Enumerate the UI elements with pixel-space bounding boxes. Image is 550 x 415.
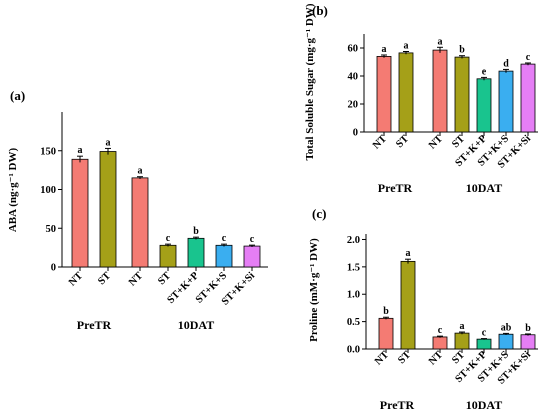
bar — [131, 177, 149, 268]
category-label: NT — [127, 270, 145, 288]
bar — [454, 56, 470, 133]
panel-label: (c) — [312, 206, 326, 221]
significance-letter: c — [526, 52, 531, 63]
bar — [398, 52, 414, 133]
category-label: ST — [450, 349, 467, 366]
y-tick-label: 60 — [348, 44, 359, 55]
significance-letter: b — [525, 323, 531, 334]
bar — [498, 70, 514, 133]
y-tick-label: 1.5 — [347, 262, 360, 273]
significance-letter: c — [482, 328, 487, 339]
panel-c: (c) Proline (mM·g⁻¹ DW) 0.0 0.5 1.0 1.5 2.0 b NT… — [308, 206, 538, 412]
category-label: ST — [450, 133, 467, 150]
group-label: 10DAT — [466, 181, 502, 195]
group-label: PreTR — [378, 181, 413, 195]
significance-letter: a — [460, 321, 465, 332]
bar — [71, 158, 89, 268]
significance-letter: b — [383, 306, 389, 317]
category-label: ST — [156, 270, 173, 287]
category-label: ST — [396, 349, 413, 366]
bar — [243, 245, 261, 268]
bar — [520, 63, 536, 133]
y-tick-label: 150 — [40, 146, 56, 157]
significance-letter: b — [193, 226, 199, 237]
panel-b: (b)Total Soluble Sugar (mg·g⁻¹ DW) 0 20 40 6… — [304, 3, 538, 195]
significance-letter: c — [222, 233, 227, 244]
category-label: NT — [427, 133, 445, 151]
bar — [159, 244, 177, 268]
bar — [432, 336, 448, 350]
significance-letter: a — [406, 248, 411, 259]
bar — [376, 56, 392, 133]
category-label: ST — [394, 133, 411, 150]
y-tick-label: 1.0 — [347, 290, 360, 301]
significance-letter: ab — [501, 322, 512, 333]
bar — [378, 317, 394, 350]
bar — [520, 334, 536, 350]
y-tick-label: 0.0 — [347, 345, 360, 356]
significance-letter: a — [404, 41, 409, 52]
y-tick-label: 0.5 — [347, 317, 360, 328]
panel-a: (a) ABA (ng·g⁻¹ DW) 0 50 100 150 a NT a ST a NT c ST b… — [7, 88, 268, 332]
significance-letter: e — [482, 66, 487, 77]
significance-letter: a — [382, 44, 387, 55]
significance-letter: a — [138, 166, 143, 177]
significance-letter: a — [78, 145, 83, 156]
category-label: NT — [67, 270, 85, 288]
y-tick-label: 100 — [40, 185, 56, 196]
panel-label: (a) — [10, 88, 25, 103]
bar — [187, 237, 205, 268]
bar — [400, 260, 416, 350]
bar — [476, 78, 492, 133]
y-tick-label: 2.0 — [347, 235, 360, 246]
bar — [476, 338, 492, 350]
y-axis-title: ABA (ng·g⁻¹ DW) — [7, 148, 19, 233]
category-label: ST — [96, 270, 113, 287]
y-tick-label: 50 — [46, 224, 57, 235]
significance-letter: c — [250, 234, 255, 245]
y-axis-title: Total Soluble Sugar (mg·g⁻¹ DW) — [304, 3, 316, 160]
y-axis-title: Proline (mM·g⁻¹ DW) — [308, 238, 320, 342]
significance-letter: c — [438, 325, 443, 336]
category-label: NT — [371, 133, 389, 151]
significance-letter: b — [459, 45, 465, 56]
significance-letter: c — [166, 233, 171, 244]
bar — [99, 151, 117, 268]
y-tick-label: 20 — [348, 100, 359, 111]
significance-letter: a — [438, 36, 443, 47]
group-label: 10DAT — [178, 318, 214, 332]
group-label: 10DAT — [466, 398, 502, 412]
bar — [498, 333, 514, 350]
bar — [454, 332, 470, 350]
bar — [215, 244, 233, 268]
y-tick-label: 0 — [51, 263, 56, 274]
category-label: NT — [427, 349, 445, 367]
y-tick-label: 0 — [353, 128, 358, 139]
y-tick-label: 40 — [348, 72, 359, 83]
bar — [432, 49, 448, 133]
group-label: PreTR — [77, 318, 112, 332]
significance-letter: a — [106, 137, 111, 148]
group-label: PreTR — [380, 398, 415, 412]
panel-label: (b) — [312, 3, 328, 18]
significance-letter: d — [503, 58, 509, 69]
category-label: NT — [373, 349, 391, 367]
